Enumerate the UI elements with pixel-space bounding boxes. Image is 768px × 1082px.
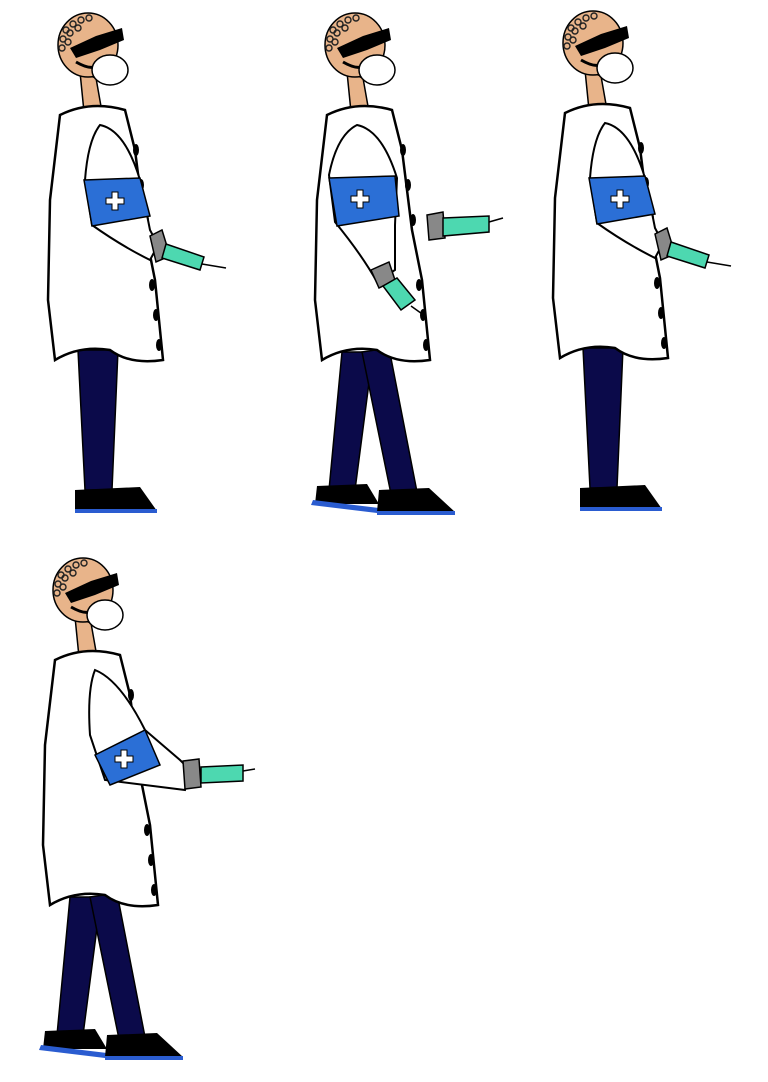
sprite-frame <box>551 9 732 512</box>
legs <box>310 347 456 516</box>
sprite-frame <box>310 11 504 516</box>
arm <box>88 669 256 791</box>
legs <box>38 892 184 1061</box>
sprite-frame <box>46 11 227 514</box>
sprite-frame <box>38 556 256 1061</box>
legs <box>579 347 663 512</box>
legs <box>74 349 158 514</box>
